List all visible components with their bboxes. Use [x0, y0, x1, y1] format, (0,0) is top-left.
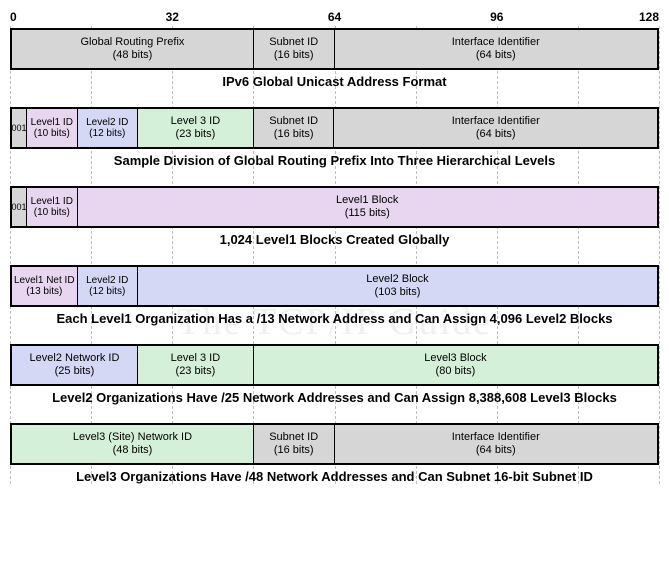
segment-bits: (103 bits)	[375, 286, 421, 299]
address-bar: Level2 Network ID(25 bits)Level 3 ID(23 …	[10, 344, 659, 386]
segment-bits: (25 bits)	[55, 365, 95, 378]
segment-bits: (16 bits)	[274, 444, 314, 457]
segment-label: Subnet ID	[269, 36, 318, 49]
bar-segment: Interface Identifier(64 bits)	[335, 30, 658, 68]
ruler-label: 64	[328, 10, 341, 24]
bar-segment: Level 3 ID(23 bits)	[138, 346, 254, 384]
segment-label: Level2 Network ID	[30, 352, 120, 365]
segment-bits: (64 bits)	[476, 128, 516, 141]
ruler-label: 32	[166, 10, 179, 24]
bar-segment: Subnet ID(16 bits)	[254, 109, 335, 147]
segment-label: Level1 ID	[31, 117, 73, 129]
segment-bits: (16 bits)	[274, 49, 314, 62]
segment-label: Level 3 ID	[171, 115, 221, 128]
segment-bits: (23 bits)	[176, 128, 216, 141]
segment-bits: (115 bits)	[345, 207, 390, 220]
bars-container: Global Routing Prefix(48 bits)Subnet ID(…	[10, 28, 659, 484]
segment-bits: (10 bits)	[34, 207, 70, 219]
bar-caption: Each Level1 Organization Has a /13 Netwo…	[10, 311, 659, 326]
ruler-label: 96	[490, 10, 503, 24]
segment-label: Level 3 ID	[171, 352, 221, 365]
segment-bits: (10 bits)	[34, 128, 70, 140]
segment-bits: (64 bits)	[476, 49, 516, 62]
address-bar: Level1 Net ID(13 bits)Level2 ID(12 bits)…	[10, 265, 659, 307]
address-bar: 001Level1 ID(10 bits)Level1 Block(115 bi…	[10, 186, 659, 228]
segment-label: Subnet ID	[269, 431, 318, 444]
bar-caption: IPv6 Global Unicast Address Format	[10, 74, 659, 89]
bar-caption: Level3 Organizations Have /48 Network Ad…	[10, 469, 659, 484]
segment-label: Level1 Net ID	[14, 275, 75, 287]
segment-bits: (23 bits)	[176, 365, 216, 378]
segment-label: 001	[12, 202, 27, 212]
bar-segment: Subnet ID(16 bits)	[254, 30, 335, 68]
segment-label: Level3 (Site) Network ID	[73, 431, 192, 444]
bar-caption: Sample Division of Global Routing Prefix…	[10, 153, 659, 168]
ruler-label: 0	[10, 10, 17, 24]
segment-bits: (16 bits)	[274, 128, 314, 141]
segment-label: Level1 ID	[31, 196, 73, 208]
address-bar: 001Level1 ID(10 bits)Level2 ID(12 bits)L…	[10, 107, 659, 149]
segment-bits: (48 bits)	[113, 444, 153, 457]
bit-ruler: 0 32 64 96 128	[10, 10, 659, 26]
bar-segment: Level2 ID(12 bits)	[78, 267, 138, 305]
bar-segment: Level3 Block(80 bits)	[254, 346, 657, 384]
address-bar: Global Routing Prefix(48 bits)Subnet ID(…	[10, 28, 659, 70]
segment-label: Subnet ID	[269, 115, 318, 128]
bar-caption: 1,024 Level1 Blocks Created Globally	[10, 232, 659, 247]
ruler-label: 128	[639, 10, 659, 24]
segment-label: Global Routing Prefix	[80, 36, 184, 49]
ipv6-diagram: The TCP/IP Guide 0326496128 Global Routi…	[10, 10, 659, 484]
segment-label: Level2 Block	[366, 273, 428, 286]
bar-segment: Level2 ID(12 bits)	[78, 109, 138, 147]
segment-label: 001	[12, 123, 27, 133]
bar-segment: Global Routing Prefix(48 bits)	[12, 30, 254, 68]
segment-label: Interface Identifier	[452, 115, 540, 128]
segment-label: Level1 Block	[336, 194, 398, 207]
bar-segment: Subnet ID(16 bits)	[254, 425, 335, 463]
segment-label: Level2 ID	[86, 117, 128, 129]
bar-segment: Level2 Network ID(25 bits)	[12, 346, 138, 384]
gridline	[659, 26, 660, 484]
bar-segment: 001	[12, 109, 27, 147]
bar-caption: Level2 Organizations Have /25 Network Ad…	[10, 390, 659, 405]
bar-segment: Level2 Block(103 bits)	[138, 267, 657, 305]
segment-bits: (12 bits)	[89, 128, 125, 140]
segment-bits: (48 bits)	[113, 49, 153, 62]
bar-segment: Level1 Net ID(13 bits)	[12, 267, 78, 305]
segment-label: Interface Identifier	[452, 431, 540, 444]
bar-segment: Level1 ID(10 bits)	[27, 109, 77, 147]
bar-segment: Level3 (Site) Network ID(48 bits)	[12, 425, 254, 463]
segment-label: Level2 ID	[86, 275, 128, 287]
segment-bits: (13 bits)	[26, 286, 62, 298]
segment-label: Level3 Block	[424, 352, 486, 365]
segment-label: Interface Identifier	[452, 36, 540, 49]
address-bar: Level3 (Site) Network ID(48 bits)Subnet …	[10, 423, 659, 465]
bar-segment: Interface Identifier(64 bits)	[335, 425, 658, 463]
bar-segment: Interface Identifier(64 bits)	[334, 109, 657, 147]
bar-segment: 001	[12, 188, 27, 226]
segment-bits: (64 bits)	[476, 444, 516, 457]
bar-segment: Level1 ID(10 bits)	[27, 188, 77, 226]
bar-segment: Level1 Block(115 bits)	[78, 188, 657, 226]
bar-segment: Level 3 ID(23 bits)	[138, 109, 254, 147]
segment-bits: (12 bits)	[89, 286, 125, 298]
segment-bits: (80 bits)	[436, 365, 476, 378]
